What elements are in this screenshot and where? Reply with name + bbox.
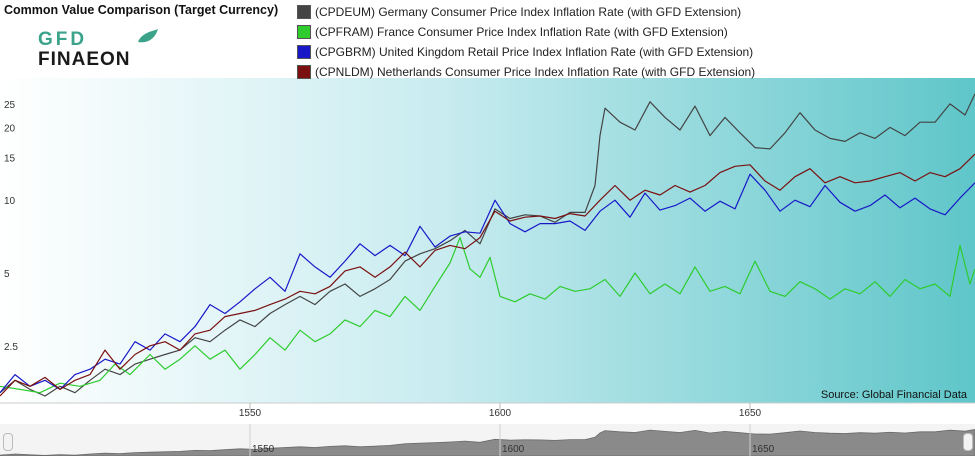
x-tick-label: 1650	[739, 408, 762, 419]
x-tick-label: 1600	[489, 408, 512, 419]
logo-text-top: GFD	[38, 29, 87, 50]
legend-swatch	[297, 25, 311, 39]
legend-item-netherlands[interactable]: (CPNLDM) Netherlands Consumer Price Inde…	[297, 62, 755, 82]
logo-text-bottom: FINAEON	[38, 49, 131, 68]
legend-swatch	[297, 5, 311, 19]
y-tick-label: 20	[4, 123, 16, 134]
x-tick-label: 1550	[239, 408, 262, 419]
legend-swatch	[297, 45, 311, 59]
series-line	[0, 153, 975, 397]
plot-background	[0, 78, 975, 403]
navigator-tick-label: 1600	[502, 444, 525, 455]
navigator-tick-label: 1550	[252, 444, 275, 455]
navigator-right-handle[interactable]	[963, 433, 973, 451]
series-line	[0, 93, 975, 397]
logo-leaf-icon	[138, 29, 158, 43]
legend-label: (CPNLDM) Netherlands Consumer Price Inde…	[315, 65, 756, 79]
legend-item-germany[interactable]: (CPDEUM) Germany Consumer Price Index In…	[297, 2, 755, 22]
y-tick-label: 10	[4, 196, 16, 207]
source-note: Source: Global Financial Data	[821, 389, 968, 401]
legend-label: (CPDEUM) Germany Consumer Price Index In…	[315, 5, 742, 19]
y-tick-label: 5	[4, 269, 10, 280]
legend-item-united-kingdom[interactable]: (CPGBRM) United Kingdom Retail Price Ind…	[297, 42, 755, 62]
y-tick-label: 2.5	[4, 342, 18, 353]
y-tick-label: 25	[4, 100, 16, 111]
gfd-finaeon-logo: GFD FINAEON	[38, 29, 158, 68]
legend-label: (CPFRAM) France Consumer Price Index Inf…	[315, 25, 728, 39]
navigator-area	[0, 428, 975, 456]
legend-item-france[interactable]: (CPFRAM) France Consumer Price Index Inf…	[297, 22, 755, 42]
legend-label: (CPGBRM) United Kingdom Retail Price Ind…	[315, 45, 754, 59]
legend: (CPDEUM) Germany Consumer Price Index In…	[297, 2, 755, 82]
navigator-tick-label: 1650	[752, 444, 775, 455]
y-tick-label: 15	[4, 154, 16, 165]
series-line	[0, 237, 975, 394]
navigator-left-handle[interactable]	[3, 433, 13, 451]
chart-title: Common Value Comparison (Target Currency…	[4, 3, 279, 17]
legend-swatch	[297, 65, 311, 79]
series-line	[0, 173, 975, 394]
